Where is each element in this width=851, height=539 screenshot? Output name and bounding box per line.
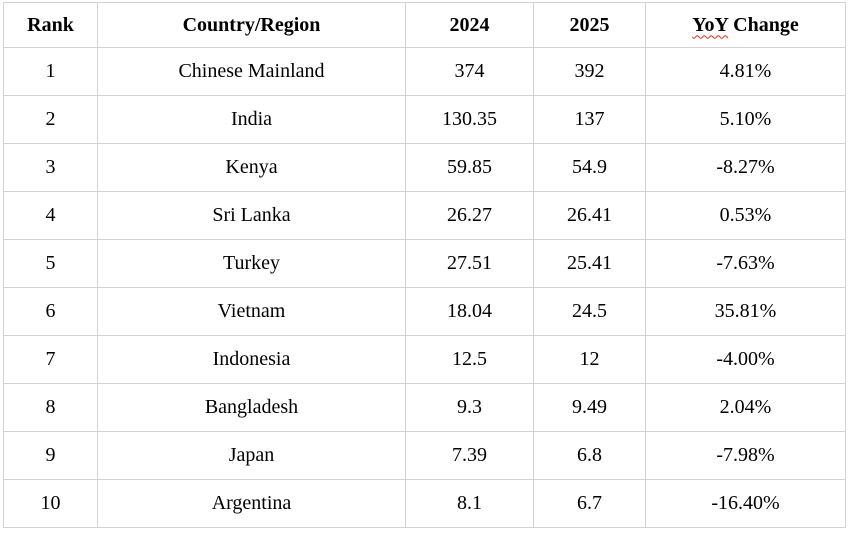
- cell-yoy: 5.10%: [645, 95, 846, 144]
- cell-2025: 12: [533, 335, 646, 384]
- cell-2025: 6.7: [533, 479, 646, 528]
- cell-yoy: 2.04%: [645, 383, 846, 432]
- cell-2024: 12.5: [405, 335, 534, 384]
- cell-2025: 26.41: [533, 191, 646, 240]
- cell-country: Bangladesh: [97, 383, 406, 432]
- cell-2025: 24.5: [533, 287, 646, 336]
- table-row: 10 Argentina 8.1 6.7 -16.40%: [3, 479, 846, 528]
- column-header-yoy-change: YoY Change: [645, 2, 846, 48]
- table-header: Rank Country/Region 2024 2025 YoY Change: [3, 2, 846, 48]
- table-row: 6 Vietnam 18.04 24.5 35.81%: [3, 287, 846, 336]
- cell-country: Sri Lanka: [97, 191, 406, 240]
- cell-yoy: 4.81%: [645, 47, 846, 96]
- cell-rank: 4: [3, 191, 98, 240]
- cell-yoy: -16.40%: [645, 479, 846, 528]
- cell-2024: 374: [405, 47, 534, 96]
- cell-country: Vietnam: [97, 287, 406, 336]
- cell-2025: 137: [533, 95, 646, 144]
- cell-country: Japan: [97, 431, 406, 480]
- cell-country: India: [97, 95, 406, 144]
- cell-country: Turkey: [97, 239, 406, 288]
- column-header-2025: 2025: [533, 2, 646, 48]
- cell-yoy: -8.27%: [645, 143, 846, 192]
- cell-rank: 2: [3, 95, 98, 144]
- cell-yoy: -7.98%: [645, 431, 846, 480]
- table-row: 8 Bangladesh 9.3 9.49 2.04%: [3, 383, 846, 432]
- cell-2025: 392: [533, 47, 646, 96]
- table-row: 7 Indonesia 12.5 12 -4.00%: [3, 335, 846, 384]
- yoy-misspelled-word: YoY: [692, 13, 729, 36]
- cell-yoy: -7.63%: [645, 239, 846, 288]
- cell-rank: 9: [3, 431, 98, 480]
- cell-country: Argentina: [97, 479, 406, 528]
- cell-2025: 6.8: [533, 431, 646, 480]
- cell-country: Chinese Mainland: [97, 47, 406, 96]
- cell-yoy: 35.81%: [645, 287, 846, 336]
- cell-2024: 9.3: [405, 383, 534, 432]
- cell-2024: 130.35: [405, 95, 534, 144]
- cell-yoy: -4.00%: [645, 335, 846, 384]
- header-row: Rank Country/Region 2024 2025 YoY Change: [3, 2, 846, 48]
- yoy-change-rest: Change: [728, 13, 799, 36]
- table-row: 4 Sri Lanka 26.27 26.41 0.53%: [3, 191, 846, 240]
- cell-2025: 9.49: [533, 383, 646, 432]
- cell-2025: 25.41: [533, 239, 646, 288]
- cell-2025: 54.9: [533, 143, 646, 192]
- table-row: 1 Chinese Mainland 374 392 4.81%: [3, 47, 846, 96]
- column-header-2024: 2024: [405, 2, 534, 48]
- cell-rank: 8: [3, 383, 98, 432]
- cell-rank: 7: [3, 335, 98, 384]
- cell-2024: 8.1: [405, 479, 534, 528]
- cell-2024: 7.39: [405, 431, 534, 480]
- country-ranking-table: Rank Country/Region 2024 2025 YoY Change…: [3, 2, 846, 528]
- cell-rank: 5: [3, 239, 98, 288]
- column-header-rank: Rank: [3, 2, 98, 48]
- table-row: 2 India 130.35 137 5.10%: [3, 95, 846, 144]
- cell-rank: 6: [3, 287, 98, 336]
- cell-yoy: 0.53%: [645, 191, 846, 240]
- cell-2024: 18.04: [405, 287, 534, 336]
- cell-country: Indonesia: [97, 335, 406, 384]
- table-row: 5 Turkey 27.51 25.41 -7.63%: [3, 239, 846, 288]
- cell-2024: 59.85: [405, 143, 534, 192]
- column-header-country-region: Country/Region: [97, 2, 406, 48]
- table-row: 9 Japan 7.39 6.8 -7.98%: [3, 431, 846, 480]
- cell-country: Kenya: [97, 143, 406, 192]
- cell-rank: 3: [3, 143, 98, 192]
- table-body: 1 Chinese Mainland 374 392 4.81% 2 India…: [3, 47, 846, 528]
- cell-rank: 10: [3, 479, 98, 528]
- table-row: 3 Kenya 59.85 54.9 -8.27%: [3, 143, 846, 192]
- cell-2024: 27.51: [405, 239, 534, 288]
- cell-2024: 26.27: [405, 191, 534, 240]
- cell-rank: 1: [3, 47, 98, 96]
